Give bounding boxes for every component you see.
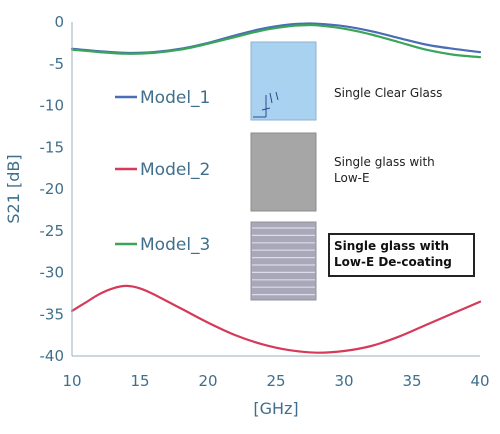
annotation-line: Single Clear Glass [334,86,442,100]
y-tick-label: -35 [40,305,65,323]
annotation-text: Single glass with Low-E De-coating [334,239,452,269]
x-tick-label: 30 [334,372,353,390]
pane-marking [253,91,279,118]
y-tick-label: -20 [40,180,65,198]
x-tick-label: 10 [62,372,81,390]
y-tick-label: -30 [40,264,65,282]
lowe-glass-pane [250,132,317,212]
y-tick-label: -40 [40,347,65,365]
axes: 0 -5 -10 -15 -20 -25 -30 -35 -40 10 15 20 25 30 35 40 [G… [4,13,490,418]
legend: Model_1 Model_2 Model_3 [115,88,210,255]
x-tick-label: 15 [130,372,149,390]
series-lines [70,22,482,354]
y-tick-label: -15 [40,138,65,156]
series-line-model-3 [70,23,482,59]
x-tick-label: 25 [266,372,285,390]
annotation-text: Single glass with Low-E [334,155,435,185]
legend-label: Model_2 [140,160,210,180]
decoated-glass-pane [250,221,317,301]
annotations: Single Clear Glass Single glass with Low-E… [328,86,475,277]
glass-illustrations [250,41,317,301]
legend-label: Model_1 [140,88,210,108]
clear-glass-pane [250,41,317,121]
legend-label: Model_3 [140,235,210,255]
x-tick-label: 35 [402,372,421,390]
x-tick-label: 40 [470,372,489,390]
y-tick-label: -25 [40,222,65,240]
annotation-line: Low-E [334,171,370,185]
annotation-box [328,233,475,277]
annotation-text: Single Clear Glass [334,86,442,100]
y-axis-title: S21 [dB] [4,154,23,223]
y-tick-label: -5 [49,55,64,73]
series-line-model-2 [70,284,482,354]
annotation-line: Low-E De-coating [334,255,452,269]
annotation-line: Single glass with [334,155,435,169]
y-tick-label: 0 [54,13,64,31]
x-axis-title: [GHz] [253,399,298,418]
y-tick-label: -10 [40,97,65,115]
annotation-line: Single glass with [334,239,449,253]
x-tick-label: 20 [198,372,217,390]
